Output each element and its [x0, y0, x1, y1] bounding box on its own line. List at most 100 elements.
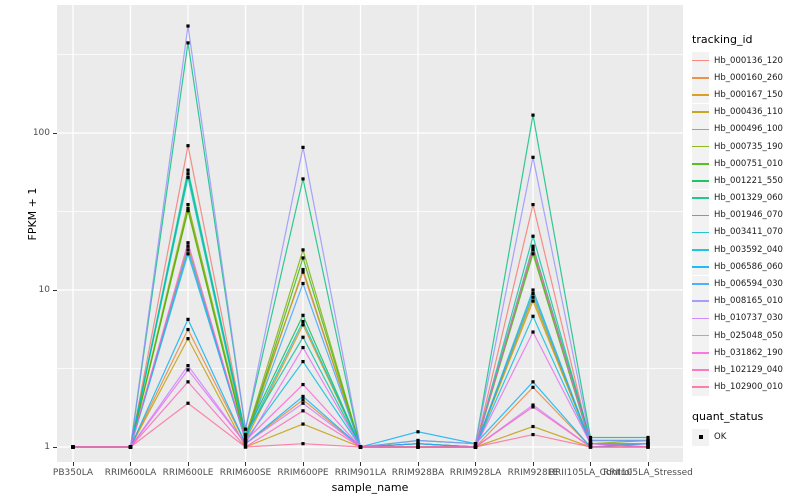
- legend-entry-Hb_010737_030: Hb_010737_030: [692, 309, 783, 327]
- series-color-line: [692, 77, 709, 79]
- data-point: [646, 445, 650, 449]
- data-point: [646, 442, 650, 446]
- data-point: [588, 442, 593, 446]
- quant-entries: OK: [692, 428, 783, 446]
- y-tick-mark: [53, 289, 57, 291]
- data-point: [301, 256, 305, 260]
- data-point: [301, 281, 305, 286]
- data-point: [186, 202, 190, 207]
- legend-label: Hb_025048_050: [714, 330, 783, 341]
- data-point: [186, 41, 190, 45]
- data-point: [531, 299, 535, 303]
- legend-entries: Hb_000136_120 Hb_000160_260 Hb_000167_150 H…: [692, 52, 783, 396]
- series-color-line: [692, 317, 709, 320]
- legend-label: Hb_000735_190: [714, 141, 783, 152]
- x-tick-label: RRII105LA_Stressed: [603, 468, 693, 478]
- data-point: [301, 382, 305, 387]
- legend-key-line-icon: [692, 103, 709, 121]
- data-point: [301, 323, 305, 327]
- legend-key-line-icon: [692, 120, 709, 138]
- quant-status-label: OK: [714, 432, 727, 443]
- legend-label: Hb_001329_060: [714, 193, 783, 204]
- data-point: [531, 234, 535, 238]
- data-point: [243, 432, 248, 437]
- legend-key-line-icon: [692, 361, 709, 379]
- data-point: [243, 438, 248, 443]
- x-tick-mark: [72, 462, 74, 466]
- legend-key-line-icon: [692, 344, 709, 362]
- data-point: [301, 267, 305, 272]
- data-point: [186, 248, 190, 252]
- data-point: [531, 380, 535, 384]
- data-point: [301, 248, 305, 252]
- data-point: [301, 398, 305, 402]
- series-color-line: [692, 180, 709, 182]
- data-point: [531, 202, 535, 207]
- legend-entry-Hb_006586_060: Hb_006586_060: [692, 258, 783, 276]
- data-point: [301, 319, 305, 324]
- legend-entry-Hb_000160_260: Hb_000160_260: [692, 69, 783, 87]
- data-point: [186, 244, 190, 248]
- y-tick-label: 10: [38, 285, 50, 295]
- data-point: [301, 345, 305, 350]
- x-tick-mark: [187, 462, 189, 466]
- series-color-line: [692, 266, 709, 268]
- data-point: [531, 405, 535, 409]
- legend-entry-Hb_001329_060: Hb_001329_060: [692, 189, 783, 207]
- data-point: [301, 145, 305, 149]
- data-point: [186, 401, 190, 405]
- data-point: [186, 368, 190, 372]
- data-point: [646, 435, 650, 440]
- legend-key-line-icon: [692, 189, 709, 207]
- legend: tracking_id Hb_000136_120 Hb_000160_260 Hb…: [692, 33, 783, 446]
- legend-key-line-icon: [692, 223, 709, 241]
- data-point: [531, 252, 535, 256]
- legend-label: Hb_031862_190: [714, 347, 783, 358]
- x-tick-mark: [245, 462, 246, 466]
- data-point: [186, 252, 190, 256]
- data-point: [531, 291, 535, 296]
- x-tick-mark: [360, 462, 361, 466]
- x-tick-label: RRIM600PE: [277, 468, 329, 478]
- legend-key-line-icon: [692, 138, 709, 156]
- x-tick-mark: [590, 462, 591, 466]
- legend-label: Hb_003592_040: [714, 244, 783, 255]
- data-point: [416, 430, 420, 434]
- data-point: [243, 442, 248, 446]
- series-color-line: [692, 59, 709, 62]
- legend-key-line-icon: [692, 275, 709, 293]
- data-point: [71, 445, 75, 449]
- data-point: [301, 335, 305, 339]
- x-tick-mark: [130, 462, 131, 466]
- y-tick-mark: [53, 132, 57, 134]
- data-point: [128, 445, 133, 449]
- data-point: [531, 248, 535, 252]
- series-color-line: [692, 248, 709, 251]
- data-point: [416, 442, 420, 446]
- data-point: [588, 435, 593, 440]
- legend-key-line-icon: [692, 52, 709, 70]
- y-tick-label: 100: [32, 128, 50, 138]
- legend-entry-Hb_000496_100: Hb_000496_100: [692, 120, 783, 138]
- data-point: [531, 113, 535, 117]
- quant-status-block: quant_status OK: [692, 410, 783, 446]
- x-tick-mark: [302, 462, 304, 466]
- data-point: [416, 445, 420, 449]
- legend-entry-Hb_000751_010: Hb_000751_010: [692, 155, 783, 173]
- data-point: [186, 327, 190, 332]
- legend-entry-Hb_000136_120: Hb_000136_120: [692, 52, 783, 70]
- legend-key-line-icon: [692, 378, 709, 396]
- legend-label: Hb_001221_550: [714, 175, 783, 186]
- data-point: [531, 288, 535, 292]
- legend-label: Hb_003411_070: [714, 227, 783, 238]
- series-color-line: [692, 300, 709, 303]
- x-tick-label: RRII105LA_Control: [548, 468, 633, 478]
- legend-key-line-icon: [692, 155, 709, 173]
- data-point: [186, 241, 190, 245]
- series-color-line: [692, 111, 709, 113]
- data-point: [186, 337, 190, 341]
- series-color-line: [692, 352, 709, 354]
- legend-entry-Hb_003592_040: Hb_003592_040: [692, 241, 783, 259]
- x-tick-label: RRIM901LA: [334, 468, 387, 478]
